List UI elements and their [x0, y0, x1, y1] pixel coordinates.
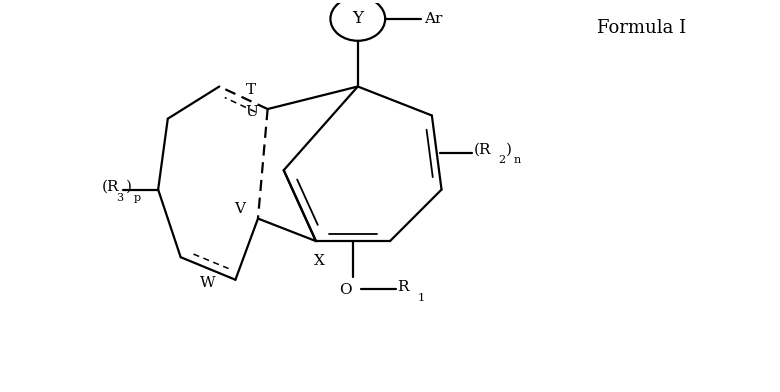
Text: U: U	[245, 105, 258, 119]
Text: Y: Y	[353, 10, 363, 27]
Text: n: n	[514, 155, 521, 165]
Text: R: R	[397, 280, 409, 294]
Text: O: O	[339, 283, 352, 297]
Text: 3: 3	[116, 193, 123, 203]
Text: ): )	[505, 143, 512, 157]
Text: V: V	[235, 202, 246, 216]
Text: (R: (R	[102, 179, 119, 193]
Text: 1: 1	[418, 293, 425, 303]
Text: Ar: Ar	[424, 12, 442, 26]
Text: W: W	[200, 276, 216, 290]
Text: (R: (R	[473, 143, 491, 157]
Text: ): )	[126, 179, 133, 193]
Text: p: p	[133, 193, 140, 203]
Text: Formula I: Formula I	[597, 19, 686, 37]
Text: T: T	[246, 83, 257, 97]
Text: X: X	[314, 254, 324, 268]
Text: 2: 2	[498, 155, 505, 165]
